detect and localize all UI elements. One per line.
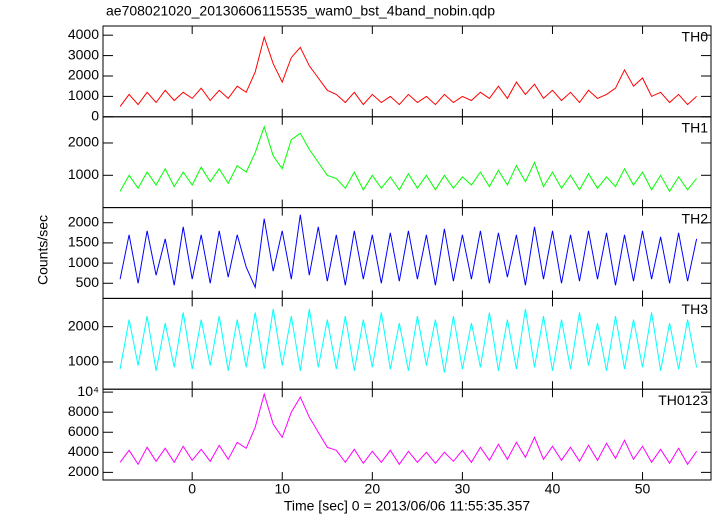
y-tick-label: 4000	[68, 443, 99, 459]
panel-label: TH3	[682, 301, 709, 317]
x-tick-label: 50	[635, 481, 651, 497]
x-tick-label: 40	[545, 481, 561, 497]
panel-frame	[102, 25, 712, 118]
data-line	[119, 214, 698, 290]
y-tick-label: 2000	[68, 67, 99, 83]
y-tick-label: 4000	[68, 26, 99, 42]
y-tick-label: 1000	[68, 87, 99, 103]
y-tick-label: 1000	[68, 353, 99, 369]
data-line	[119, 392, 698, 466]
y-tick-label: 10⁴	[77, 383, 99, 399]
y-tick-label: 1000	[68, 166, 99, 182]
chart-title: ae708021020_20130606115535_wam0_bst_4ban…	[106, 3, 495, 19]
x-tick-label: 0	[188, 481, 196, 497]
x-tick-label: 20	[365, 481, 381, 497]
y-tick-label: 500	[76, 274, 100, 290]
data-line	[119, 308, 698, 373]
x-axis-label: Time [sec] 0 = 2013/06/06 11:55:35.357	[284, 498, 531, 514]
panel-label: TH0	[682, 29, 709, 45]
panel-label: TH0123	[658, 392, 708, 408]
x-tick-label: 30	[455, 481, 471, 497]
y-tick-label: 2000	[68, 463, 99, 479]
panel-label: TH2	[682, 210, 709, 226]
y-tick-label: 1000	[68, 254, 99, 270]
panel-label: TH1	[682, 120, 709, 136]
y-tick-label: 1500	[68, 234, 99, 250]
panel-frame	[102, 388, 712, 481]
y-tick-label: 2000	[68, 213, 99, 229]
y-tick-label: 6000	[68, 423, 99, 439]
panel-frame	[102, 116, 712, 209]
y-axis-label: Counts/sec	[35, 215, 51, 285]
panel-frame	[102, 207, 712, 299]
y-tick-label: 2000	[68, 317, 99, 333]
y-tick-label: 3000	[68, 46, 99, 62]
data-line	[119, 125, 697, 193]
data-line	[119, 35, 697, 107]
y-tick-label: 0	[91, 108, 99, 124]
x-tick-label: 10	[274, 481, 290, 497]
y-tick-label: 8000	[68, 403, 99, 419]
y-tick-label: 2000	[68, 134, 99, 150]
